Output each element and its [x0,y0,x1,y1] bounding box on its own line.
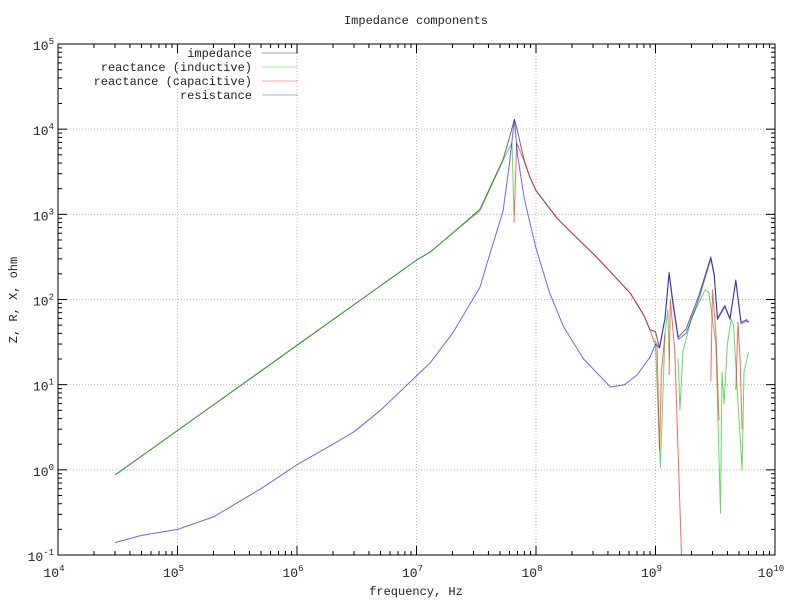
y-tick-label: 100 [33,463,54,480]
series-line-resistance [114,119,749,544]
x-tick-label: 105 [163,564,184,581]
axis-ticks: 104 105 106 107 108 109 1010 10-1 100 101 102 103 10… [28,37,785,581]
x-tick-label: 106 [282,564,303,581]
series-line-reactance-capacitive [513,142,743,556]
grid [58,44,775,555]
y-tick-label: 105 [33,37,54,54]
y-tick-label: 102 [33,293,54,310]
x-axis-label: frequency, Hz [369,585,463,599]
legend-label: impedance [187,47,252,61]
chart-title: Impedance components [344,14,488,28]
series-line-reactance-inductive [114,142,749,514]
x-tick-label: 104 [43,564,64,581]
y-tick-label: 104 [33,122,54,139]
series-line-impedance [114,119,749,476]
y-tick-label: 101 [33,378,54,395]
legend-label: resistance [180,89,252,103]
x-tick-label: 108 [521,564,542,581]
y-tick-label: 103 [33,207,54,224]
x-tick-label: 109 [641,564,662,581]
x-tick-label: 107 [402,564,423,581]
y-tick-label: 10-1 [28,548,54,565]
series-group [114,119,749,556]
legend-label: reactance (capacitive) [94,75,252,89]
y-axis-label: Z, R, X, ohm [7,257,21,343]
x-tick-label: 1010 [758,564,784,581]
plot-frame [57,43,776,556]
legend-label: reactance (inductive) [101,61,252,75]
